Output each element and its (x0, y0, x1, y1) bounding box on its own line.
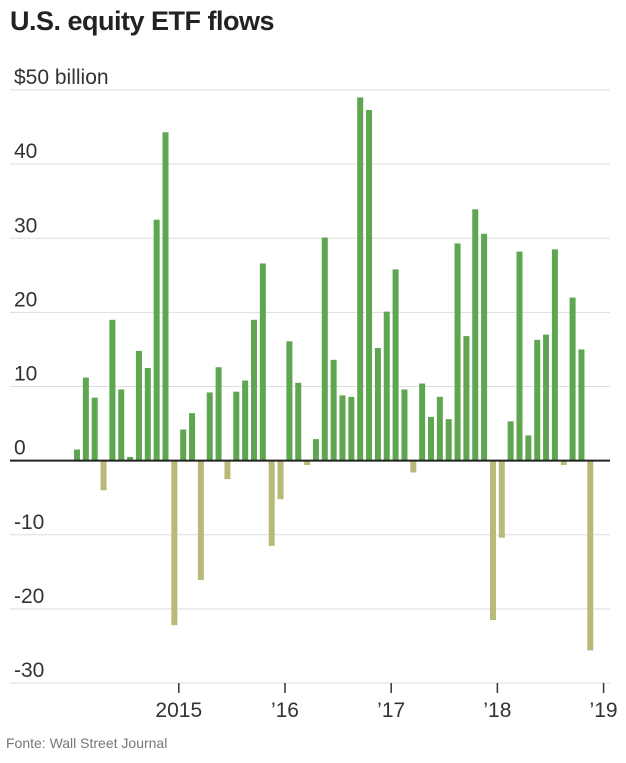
bar (224, 460, 231, 480)
bar (445, 419, 452, 461)
bar (428, 416, 434, 461)
bar (74, 449, 80, 461)
bar (312, 439, 319, 461)
bar (348, 396, 355, 461)
bar (525, 435, 532, 461)
x-tick-label: ’17 (377, 699, 405, 722)
x-tick-label: 2015 (155, 699, 202, 722)
bar (339, 395, 346, 461)
bar (560, 460, 567, 466)
bar (454, 243, 461, 461)
bar (118, 389, 125, 461)
bar (463, 336, 470, 461)
bar (127, 456, 134, 461)
y-tick-label: -20 (14, 585, 44, 608)
bar (277, 460, 284, 500)
x-tick-label: ’18 (483, 699, 511, 722)
bar (401, 389, 408, 461)
bar (551, 249, 558, 461)
bar (171, 460, 178, 626)
x-tick-label: ’16 (271, 699, 299, 722)
bar (587, 460, 594, 651)
y-tick-label: 20 (14, 288, 37, 311)
bar (498, 460, 505, 538)
bar (109, 319, 116, 461)
bar (534, 339, 541, 461)
y-tick-label: -10 (14, 511, 44, 534)
bar (304, 460, 311, 466)
y-tick-labels: $50 billion 40 30 20 10 0 -10 -20 -30 (14, 66, 109, 682)
bar (144, 367, 151, 461)
x-tick-label: ’19 (590, 699, 618, 722)
bar (162, 132, 169, 461)
bar (268, 460, 275, 546)
bar (233, 391, 240, 461)
bar (251, 319, 257, 461)
bar (383, 311, 390, 461)
bar (392, 269, 399, 461)
bar (419, 383, 426, 461)
y-tick-label: $50 billion (14, 66, 109, 89)
bar (543, 334, 550, 461)
bar (410, 460, 417, 473)
bars (74, 97, 594, 651)
bar (507, 421, 514, 461)
bar (366, 110, 373, 461)
bar (91, 397, 98, 461)
source-note: Fonte: Wall Street Journal (6, 735, 168, 751)
bar (189, 413, 196, 461)
bar (82, 377, 89, 461)
bar (330, 359, 337, 461)
y-tick-label: 0 (14, 437, 26, 460)
bar (242, 380, 249, 461)
x-tick-labels: 2015 ’16 ’17 ’18 ’19 (155, 683, 618, 722)
bar (153, 219, 160, 461)
bar (357, 97, 364, 461)
bar (374, 347, 381, 461)
bar (295, 382, 302, 461)
bar (180, 429, 187, 461)
bar (135, 350, 142, 461)
bar (472, 209, 479, 461)
bar (286, 341, 293, 461)
bar (215, 367, 222, 461)
bar (197, 460, 204, 580)
grid-lines (10, 89, 610, 684)
bar (100, 460, 107, 491)
y-tick-label: 10 (14, 363, 37, 386)
bar (489, 460, 496, 620)
y-tick-label: 40 (14, 140, 37, 163)
bar (321, 237, 328, 461)
bar (259, 263, 266, 461)
bar (206, 392, 213, 461)
y-tick-label: -30 (14, 659, 44, 682)
y-tick-label: 30 (14, 214, 37, 237)
bar (481, 233, 488, 461)
bar (569, 297, 576, 461)
chart-title: U.S. equity ETF flows (10, 6, 275, 36)
bar (516, 251, 523, 461)
bar (436, 396, 443, 461)
bar (578, 349, 585, 461)
